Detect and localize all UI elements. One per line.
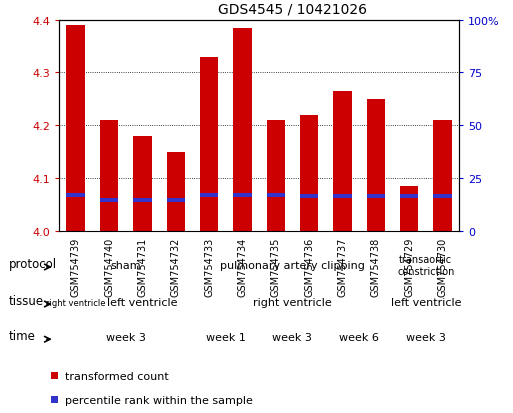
Bar <box>67 26 85 231</box>
Text: transaortic
constriction: transaortic constriction <box>397 254 455 276</box>
Bar <box>367 100 385 231</box>
Text: left ventricle: left ventricle <box>390 297 461 308</box>
Bar <box>433 195 451 198</box>
Bar <box>67 193 85 197</box>
Text: GDS4545 / 10421026: GDS4545 / 10421026 <box>218 2 367 17</box>
Text: sham: sham <box>110 260 141 271</box>
Bar <box>300 195 318 198</box>
Text: week 3: week 3 <box>406 332 446 343</box>
Bar <box>167 199 185 202</box>
Bar <box>400 195 418 198</box>
Text: week 1: week 1 <box>206 332 246 343</box>
Text: percentile rank within the sample: percentile rank within the sample <box>65 395 253 405</box>
Bar <box>100 121 118 231</box>
Bar <box>133 137 151 231</box>
Text: right ventricle: right ventricle <box>253 297 332 308</box>
Bar <box>133 199 151 202</box>
Bar <box>167 152 185 231</box>
Bar <box>433 121 451 231</box>
Text: week 6: week 6 <box>339 332 379 343</box>
Text: time: time <box>8 330 35 342</box>
Text: protocol: protocol <box>8 257 56 270</box>
Bar <box>233 28 251 231</box>
Text: pulmonary artery clipping: pulmonary artery clipping <box>220 260 365 271</box>
Bar <box>200 57 218 231</box>
Bar <box>367 195 385 198</box>
Bar <box>400 187 418 231</box>
Bar <box>100 199 118 202</box>
Bar <box>333 92 351 231</box>
Text: right ventricle: right ventricle <box>46 298 105 307</box>
Bar <box>300 116 318 231</box>
Bar <box>267 193 285 197</box>
Bar <box>200 193 218 197</box>
Text: left ventricle: left ventricle <box>107 297 177 308</box>
Text: week 3: week 3 <box>106 332 146 343</box>
Text: week 3: week 3 <box>272 332 312 343</box>
Text: transformed count: transformed count <box>65 371 169 381</box>
Bar <box>267 121 285 231</box>
Bar <box>333 195 351 198</box>
Text: tissue: tissue <box>8 294 44 307</box>
Bar <box>233 193 251 197</box>
